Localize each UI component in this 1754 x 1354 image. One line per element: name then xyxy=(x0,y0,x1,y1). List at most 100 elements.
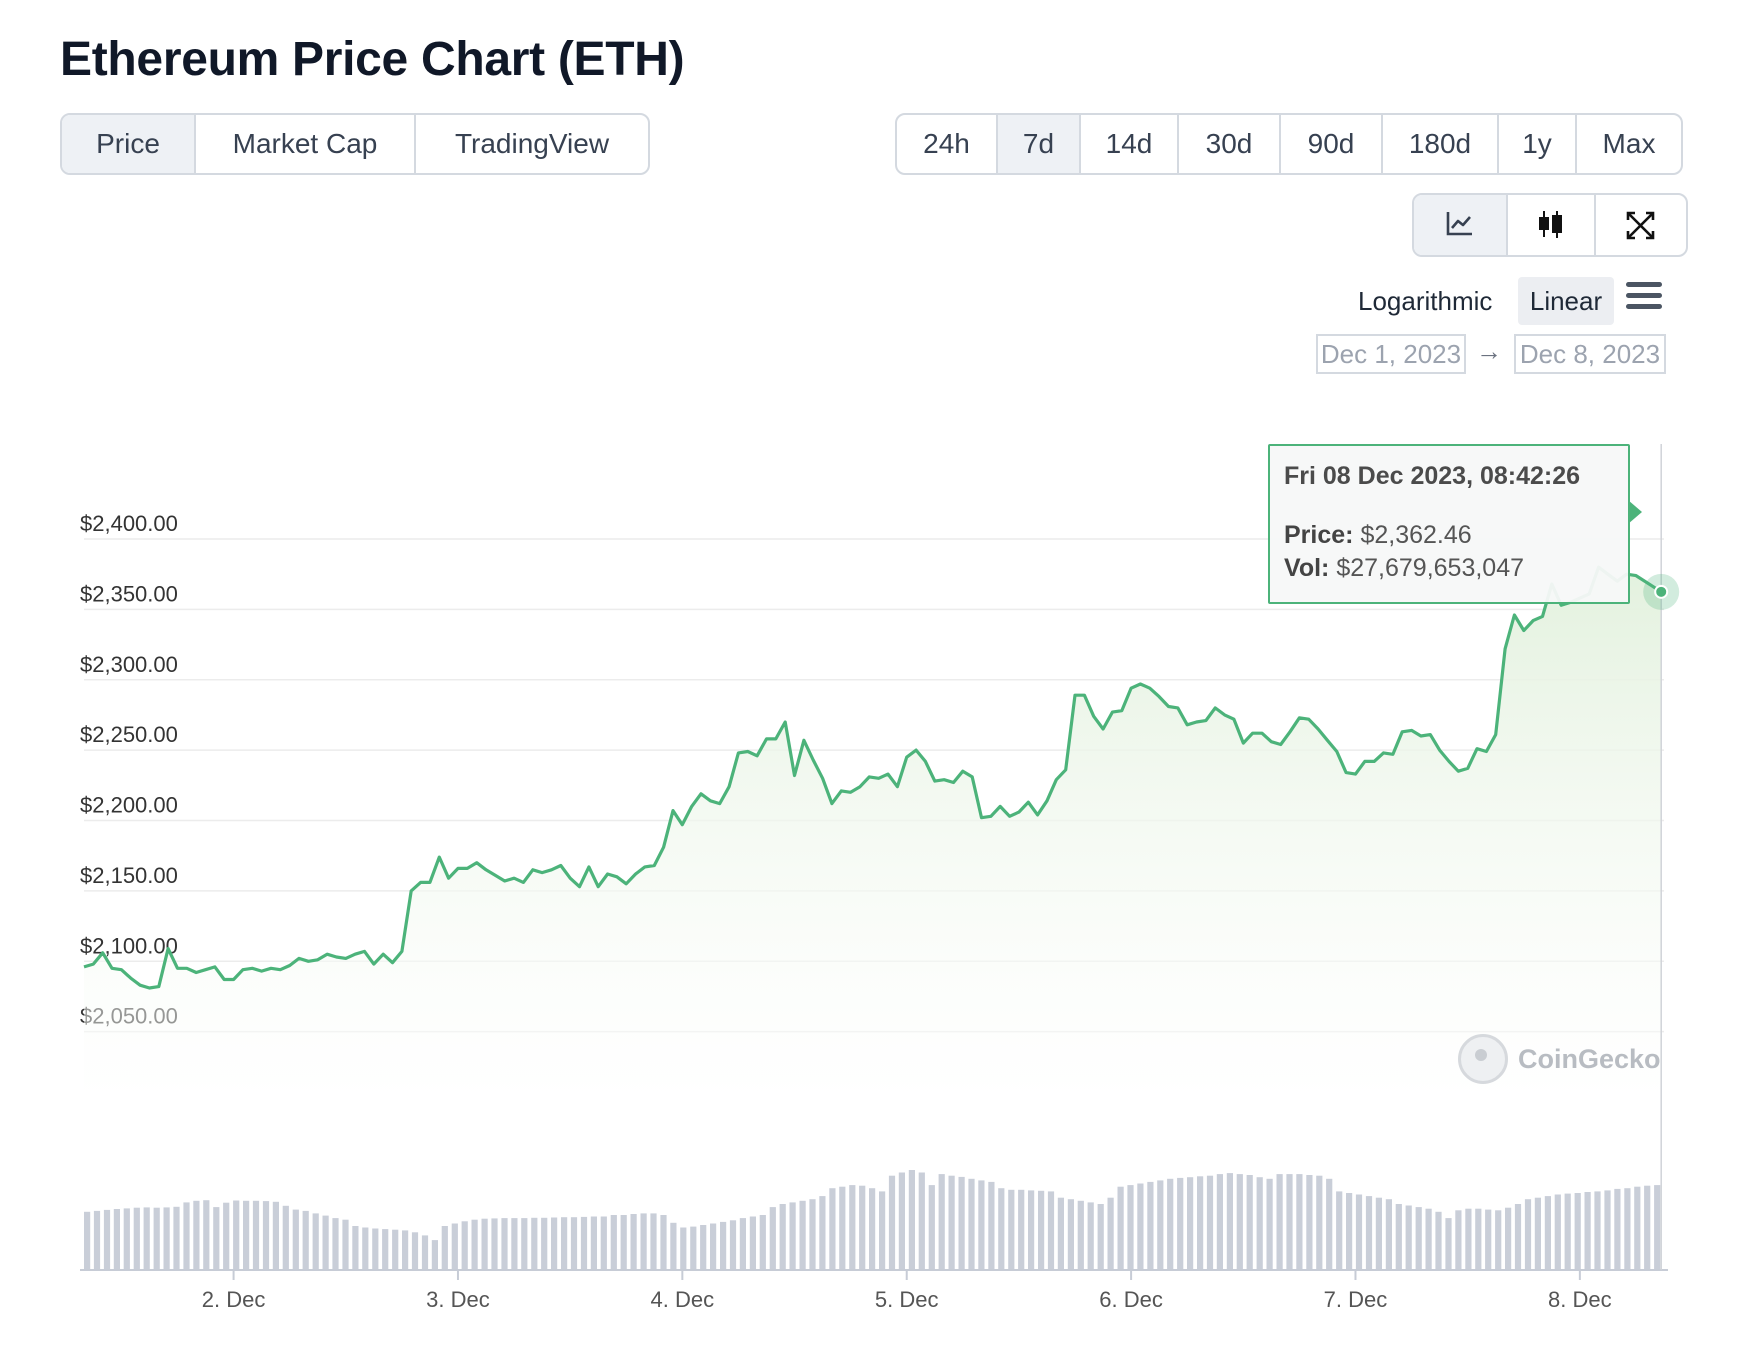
date-to-input[interactable]: Dec 8, 2023 xyxy=(1514,334,1666,374)
volume-bar xyxy=(1355,1194,1363,1270)
hover-marker xyxy=(1643,444,1680,1270)
volume-bar xyxy=(769,1207,776,1270)
volume-bar xyxy=(1375,1197,1382,1270)
volume-bar xyxy=(1087,1202,1094,1270)
volume-bar xyxy=(332,1218,339,1270)
y-tick-label: $2,300.00 xyxy=(80,652,178,677)
y-tick-label: $2,400.00 xyxy=(80,511,178,536)
candlestick-view-button[interactable] xyxy=(1508,195,1596,255)
volume-bar xyxy=(1147,1181,1154,1270)
x-tick-label: 8. Dec xyxy=(1548,1287,1612,1312)
volume-bar xyxy=(521,1218,528,1270)
volume-bar xyxy=(1296,1174,1303,1270)
volume-bar xyxy=(1028,1190,1035,1270)
volume-bar xyxy=(461,1221,468,1270)
volume-bar xyxy=(392,1229,399,1270)
volume-bar xyxy=(312,1213,319,1270)
volume-bar xyxy=(1445,1218,1452,1270)
volume-bar xyxy=(84,1211,91,1270)
volume-bar xyxy=(272,1201,279,1270)
coingecko-gecko-icon xyxy=(1458,1034,1508,1084)
range-7d[interactable]: 7d xyxy=(998,115,1081,173)
volume-bar xyxy=(1107,1197,1114,1270)
line-chart-view-button[interactable] xyxy=(1414,195,1508,255)
tab-price[interactable]: Price xyxy=(62,115,196,173)
volume-bar xyxy=(948,1175,955,1270)
volume-bar xyxy=(630,1214,637,1270)
volume-bar xyxy=(1137,1183,1144,1270)
volume-bar xyxy=(282,1205,289,1270)
volume-bar xyxy=(729,1220,737,1270)
range-1y[interactable]: 1y xyxy=(1499,115,1577,173)
x-tick-label: 7. Dec xyxy=(1324,1287,1388,1312)
volume-bar xyxy=(660,1215,667,1270)
volume-bar xyxy=(580,1216,588,1270)
volume-bar xyxy=(998,1188,1005,1270)
volume-bar xyxy=(223,1202,230,1270)
time-range-selector: 24h 7d 14d 30d 90d 180d 1y Max xyxy=(895,113,1683,175)
volume-bar xyxy=(1654,1185,1661,1270)
tab-tradingview[interactable]: TradingView xyxy=(454,128,610,159)
volume-bars xyxy=(84,1170,1661,1270)
volume-bar xyxy=(1206,1175,1214,1270)
volume-bar xyxy=(680,1227,687,1270)
volume-bar xyxy=(1038,1190,1045,1270)
linear-scale-button[interactable]: Linear xyxy=(1518,277,1614,325)
range-max[interactable]: Max xyxy=(1602,128,1656,159)
range-180d[interactable]: 180d xyxy=(1383,115,1499,173)
volume-bar xyxy=(233,1200,240,1270)
volume-bar xyxy=(372,1228,379,1270)
y-tick-label: $2,250.00 xyxy=(80,722,178,747)
tooltip-price-value: $2,362.46 xyxy=(1360,521,1472,549)
volume-bar xyxy=(1246,1175,1253,1270)
date-from-input[interactable]: Dec 1, 2023 xyxy=(1316,334,1466,374)
volume-bar xyxy=(1544,1196,1551,1270)
volume-bar xyxy=(908,1170,915,1270)
volume-bar xyxy=(252,1200,260,1270)
volume-bar xyxy=(809,1199,816,1270)
volume-bar xyxy=(471,1219,478,1270)
volume-bar xyxy=(1485,1209,1492,1270)
volume-bar xyxy=(1524,1199,1532,1270)
volume-bar xyxy=(1157,1180,1164,1270)
coingecko-watermark: CoinGecko xyxy=(1458,1034,1661,1084)
range-90d[interactable]: 90d xyxy=(1281,115,1383,173)
volume-bar xyxy=(789,1202,796,1270)
volume-bar xyxy=(1266,1178,1273,1270)
range-24h[interactable]: 24h xyxy=(897,115,998,173)
range-14d[interactable]: 14d xyxy=(1081,115,1179,173)
x-tick-label: 4. Dec xyxy=(651,1287,715,1312)
volume-bar xyxy=(342,1219,349,1270)
volume-bar xyxy=(262,1201,270,1270)
range-30d[interactable]: 30d xyxy=(1179,115,1281,173)
volume-bar xyxy=(1385,1199,1392,1270)
volume-bar xyxy=(829,1188,836,1270)
volume-bar xyxy=(610,1215,617,1270)
price-line-group xyxy=(83,565,1663,990)
volume-bar xyxy=(600,1216,607,1270)
volume-bar xyxy=(819,1196,826,1270)
volume-bar xyxy=(292,1209,299,1270)
expand-view-button[interactable] xyxy=(1596,195,1686,255)
volume-bar xyxy=(1117,1186,1124,1270)
price-chart[interactable]: $2,050.00$2,100.00$2,150.00$2,200.00$2,2… xyxy=(0,400,1754,1354)
tooltip-pointer xyxy=(1628,500,1642,524)
volume-bar xyxy=(1197,1176,1204,1270)
volume-bar xyxy=(928,1185,935,1270)
volume-bar xyxy=(1226,1173,1233,1270)
volume-bar xyxy=(888,1175,896,1270)
volume-bar xyxy=(958,1176,965,1270)
expand-icon xyxy=(1626,211,1655,240)
volume-bar xyxy=(1276,1174,1283,1270)
price-line xyxy=(83,565,1663,990)
y-tick-label: $2,150.00 xyxy=(80,863,178,888)
candlestick-icon xyxy=(1539,211,1562,238)
volume-bar xyxy=(421,1235,429,1270)
volume-bar xyxy=(1405,1205,1412,1270)
hamburger-menu-icon[interactable] xyxy=(1626,282,1662,314)
volume-bar xyxy=(670,1222,677,1270)
volume-bar xyxy=(1584,1192,1591,1270)
logarithmic-scale-button[interactable]: Logarithmic xyxy=(1358,285,1493,316)
x-tick-label: 3. Dec xyxy=(426,1287,490,1312)
tab-market-cap[interactable]: Market Cap xyxy=(196,115,416,173)
